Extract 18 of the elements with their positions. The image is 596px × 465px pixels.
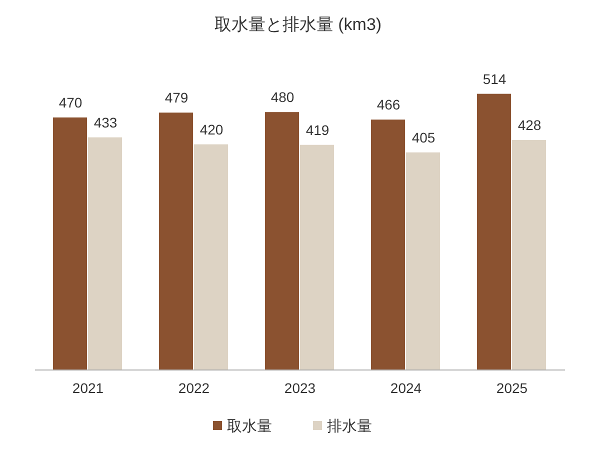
x-tick-label: 2021	[72, 380, 104, 396]
x-tick-label: 2025	[496, 380, 528, 396]
data-label: 420	[200, 121, 224, 138]
legend-label: 取水量	[227, 418, 272, 435]
x-tick-label: 2022	[178, 380, 210, 396]
data-label: 479	[164, 90, 188, 106]
data-label: 514	[482, 70, 506, 87]
x-tick-label: 2023	[284, 380, 316, 396]
data-label: 466	[376, 96, 400, 113]
data-label: 405	[412, 129, 436, 146]
legend-label: 排水量	[327, 418, 372, 435]
data-label: 428	[518, 117, 542, 134]
data-label: 470	[58, 94, 82, 110]
data-label: 419	[306, 122, 330, 138]
title: 取水量と排水量 (km3)	[214, 15, 382, 34]
data-label: 433	[94, 114, 118, 130]
data-label: 480	[270, 89, 294, 106]
x-tick-label: 2024	[390, 380, 422, 396]
